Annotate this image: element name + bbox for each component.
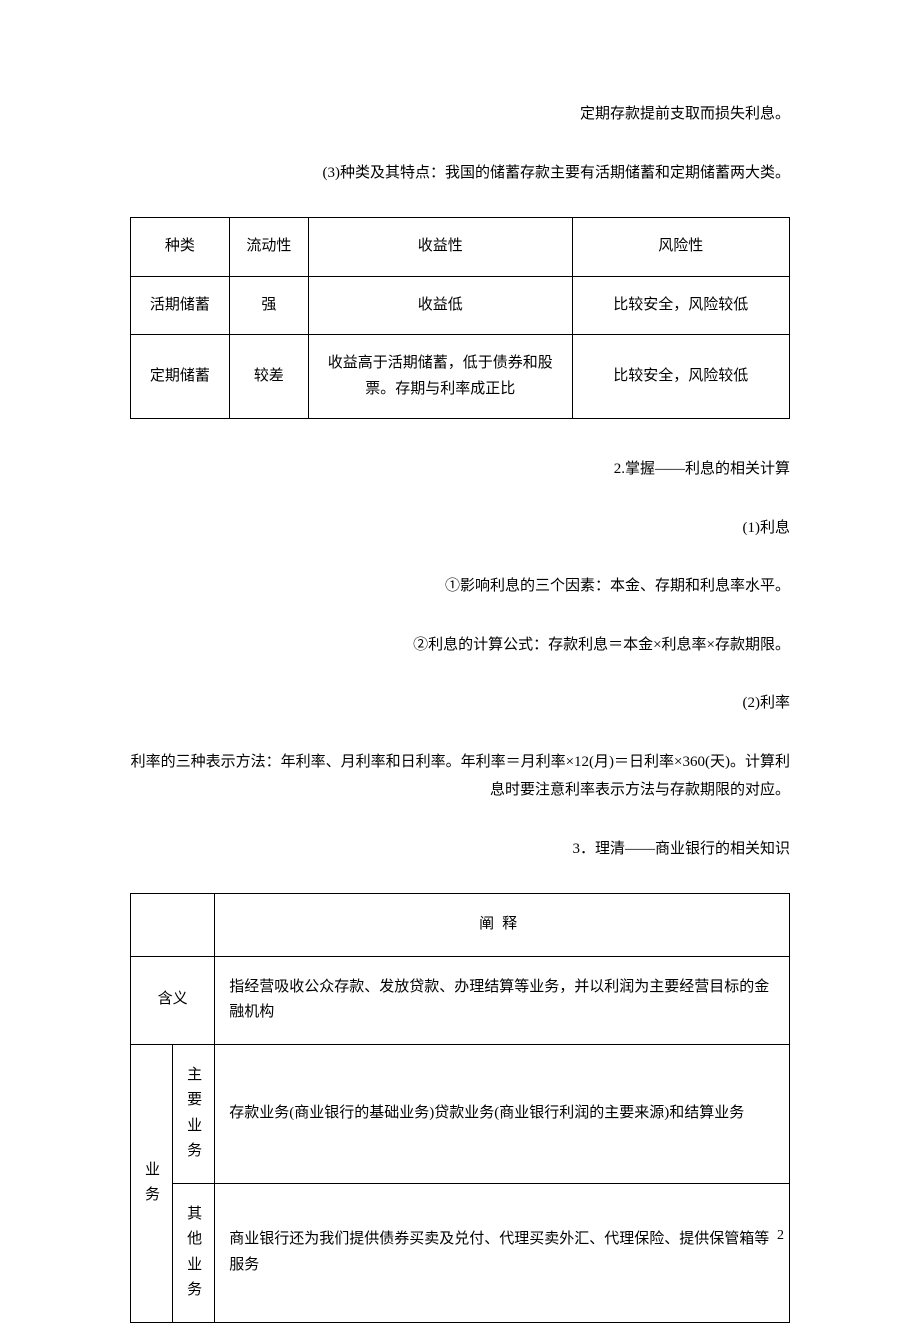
table-row: 种类 流动性 收益性 风险性 [131, 218, 790, 277]
cell: 定期储蓄 [131, 335, 230, 419]
cell-other-business: 其他业务 [173, 1183, 215, 1322]
th-explanation: 阐释 [215, 894, 790, 957]
cell-main-business: 主要业务 [173, 1044, 215, 1183]
subheading-rate: (2)利率 [130, 689, 790, 718]
paragraph-interest-factors: ①影响利息的三个因素：本金、存期和利息率水平。 [130, 572, 790, 601]
commercial-bank-table: 阐释 含义 指经营吸收公众存款、发放贷款、办理结算等业务，并以利润为主要经营目标… [130, 893, 790, 1323]
th-empty [131, 894, 215, 957]
cell: 比较安全，风险较低 [572, 276, 789, 335]
heading-commercial-bank: 3．理清——商业银行的相关知识 [130, 835, 790, 864]
th-risk: 风险性 [572, 218, 789, 277]
table-row: 含义 指经营吸收公众存款、发放贷款、办理结算等业务，并以利润为主要经营目标的金融… [131, 956, 790, 1044]
paragraph-withdrawal-loss: 定期存款提前支取而损失利息。 [130, 100, 790, 129]
cell-main-business-text: 存款业务(商业银行的基础业务)贷款业务(商业银行利润的主要来源)和结算业务 [215, 1044, 790, 1183]
cell-meaning-text: 指经营吸收公众存款、发放贷款、办理结算等业务，并以利润为主要经营目标的金融机构 [215, 956, 790, 1044]
cell: 收益低 [308, 276, 572, 335]
paragraph-rate-methods: 利率的三种表示方法：年利率、月利率和日利率。年利率＝月利率×12(月)＝日利率×… [130, 748, 790, 805]
savings-types-table: 种类 流动性 收益性 风险性 活期储蓄 强 收益低 比较安全，风险较低 定期储蓄… [130, 217, 790, 419]
heading-interest-calc: 2.掌握——利息的相关计算 [130, 455, 790, 484]
cell: 强 [229, 276, 308, 335]
th-type: 种类 [131, 218, 230, 277]
table-row: 业务 主要业务 存款业务(商业银行的基础业务)贷款业务(商业银行利润的主要来源)… [131, 1044, 790, 1183]
cell: 活期储蓄 [131, 276, 230, 335]
th-liquidity: 流动性 [229, 218, 308, 277]
cell-business: 业务 [131, 1044, 173, 1322]
cell-meaning: 含义 [131, 956, 215, 1044]
table-row: 活期储蓄 强 收益低 比较安全，风险较低 [131, 276, 790, 335]
cell-other-business-text: 商业银行还为我们提供债券买卖及兑付、代理买卖外汇、代理保险、提供保管箱等服务 [215, 1183, 790, 1322]
subheading-interest: (1)利息 [130, 514, 790, 543]
table-row: 定期储蓄 较差 收益高于活期储蓄，低于债券和股票。存期与利率成正比 比较安全，风… [131, 335, 790, 419]
cell: 收益高于活期储蓄，低于债券和股票。存期与利率成正比 [308, 335, 572, 419]
table-row: 阐释 [131, 894, 790, 957]
cell: 较差 [229, 335, 308, 419]
page-number: 2 [777, 1228, 784, 1244]
paragraph-types-intro: (3)种类及其特点：我国的储蓄存款主要有活期储蓄和定期储蓄两大类。 [130, 159, 790, 188]
table-row: 其他业务 商业银行还为我们提供债券买卖及兑付、代理买卖外汇、代理保险、提供保管箱… [131, 1183, 790, 1322]
cell: 比较安全，风险较低 [572, 335, 789, 419]
paragraph-interest-formula: ②利息的计算公式：存款利息＝本金×利息率×存款期限。 [130, 631, 790, 660]
th-profitability: 收益性 [308, 218, 572, 277]
